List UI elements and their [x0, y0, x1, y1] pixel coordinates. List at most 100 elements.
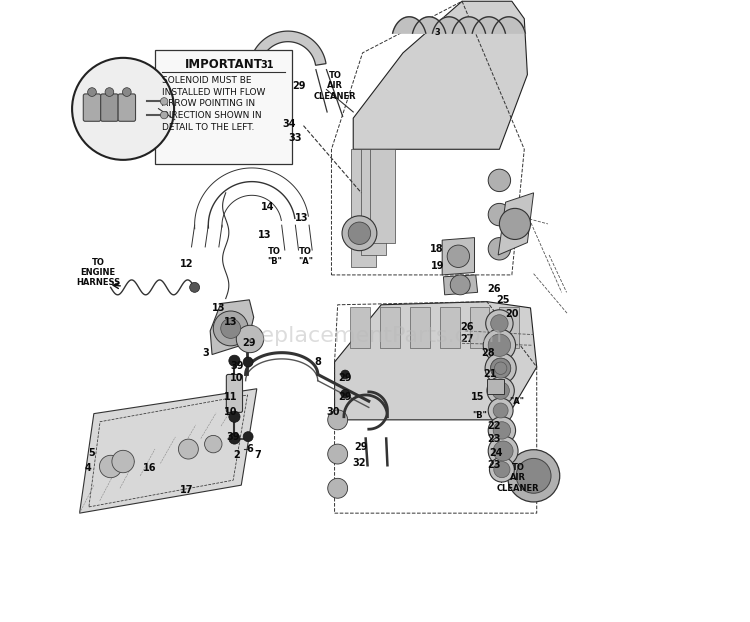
Polygon shape	[210, 300, 254, 355]
Text: 29: 29	[338, 392, 352, 402]
Text: 32: 32	[352, 458, 366, 468]
Text: 22: 22	[488, 421, 501, 431]
Circle shape	[494, 462, 510, 478]
Text: "A": "A"	[509, 397, 524, 406]
Circle shape	[494, 362, 507, 374]
Polygon shape	[410, 307, 430, 348]
Text: "B": "B"	[472, 411, 487, 420]
Text: TO
AIR
CLEANER: TO AIR CLEANER	[314, 71, 356, 101]
Text: 20: 20	[505, 309, 518, 319]
Text: 16: 16	[143, 463, 157, 473]
Polygon shape	[249, 31, 326, 76]
Circle shape	[100, 455, 122, 478]
Polygon shape	[353, 1, 527, 149]
Text: 7: 7	[255, 450, 262, 460]
Text: 23: 23	[488, 460, 501, 470]
Circle shape	[492, 382, 509, 399]
Circle shape	[328, 410, 348, 430]
Text: 17: 17	[181, 485, 194, 495]
Polygon shape	[443, 275, 478, 295]
FancyBboxPatch shape	[100, 94, 118, 121]
Text: 29: 29	[242, 338, 256, 348]
Text: 11: 11	[224, 392, 238, 402]
Circle shape	[220, 318, 241, 338]
Text: 31: 31	[261, 60, 274, 70]
FancyBboxPatch shape	[83, 94, 100, 121]
Circle shape	[488, 436, 518, 466]
Circle shape	[328, 444, 348, 464]
Text: 29: 29	[338, 373, 352, 383]
Text: 26: 26	[488, 284, 501, 294]
Text: 34: 34	[283, 119, 296, 129]
Text: 13: 13	[295, 213, 308, 223]
Polygon shape	[433, 17, 466, 33]
Circle shape	[447, 245, 470, 267]
Circle shape	[160, 98, 168, 105]
Polygon shape	[413, 17, 446, 33]
Polygon shape	[380, 307, 400, 348]
FancyBboxPatch shape	[118, 94, 136, 121]
Circle shape	[342, 216, 376, 251]
Circle shape	[229, 433, 240, 444]
Circle shape	[122, 88, 131, 96]
Text: 39: 39	[230, 361, 244, 371]
Polygon shape	[350, 307, 370, 348]
Circle shape	[488, 398, 513, 423]
Text: 4: 4	[84, 463, 91, 473]
Text: SOLENOID MUST BE
INSTALLED WITH FLOW
ARROW POINTING IN
DIRECTION SHOWN IN
DETAIL: SOLENOID MUST BE INSTALLED WITH FLOW ARR…	[162, 76, 266, 132]
Text: 28: 28	[482, 348, 495, 358]
Text: TO
AIR
CLEANER: TO AIR CLEANER	[496, 463, 539, 493]
Circle shape	[516, 458, 551, 493]
Circle shape	[243, 432, 253, 442]
Polygon shape	[440, 307, 460, 348]
Circle shape	[205, 435, 222, 453]
Text: 33: 33	[289, 133, 302, 143]
Text: 8: 8	[314, 357, 321, 367]
Circle shape	[486, 310, 513, 337]
Circle shape	[450, 275, 470, 295]
Text: 2: 2	[233, 450, 240, 460]
Text: 14: 14	[261, 202, 274, 211]
Text: 18: 18	[430, 244, 444, 254]
Text: 29: 29	[292, 81, 306, 91]
Circle shape	[229, 355, 240, 366]
FancyBboxPatch shape	[154, 50, 292, 164]
Polygon shape	[452, 17, 485, 33]
Text: 27: 27	[460, 334, 474, 344]
Circle shape	[340, 370, 350, 379]
FancyBboxPatch shape	[487, 379, 505, 394]
Polygon shape	[80, 389, 256, 513]
Text: 19: 19	[430, 261, 444, 271]
Text: TO
"A": TO "A"	[298, 246, 313, 266]
Text: TO
ENGINE
HARNESS: TO ENGINE HARNESS	[76, 258, 120, 287]
Polygon shape	[472, 17, 506, 33]
Circle shape	[348, 222, 370, 244]
Text: TO
"B": TO "B"	[267, 246, 282, 266]
Polygon shape	[351, 149, 376, 267]
Text: 25: 25	[496, 295, 509, 305]
Circle shape	[213, 311, 248, 346]
Text: 13: 13	[211, 303, 225, 313]
Text: 6: 6	[246, 444, 253, 454]
Circle shape	[494, 422, 511, 439]
Polygon shape	[500, 307, 519, 348]
Circle shape	[483, 329, 515, 361]
Circle shape	[328, 478, 348, 498]
Circle shape	[485, 353, 516, 384]
Circle shape	[243, 357, 253, 367]
Text: 10: 10	[230, 373, 244, 383]
Circle shape	[494, 441, 513, 461]
Text: 3: 3	[434, 28, 440, 37]
Text: 12: 12	[181, 259, 194, 269]
Circle shape	[105, 88, 114, 96]
Polygon shape	[370, 149, 395, 243]
Circle shape	[88, 88, 96, 96]
Circle shape	[500, 208, 530, 239]
Text: 26: 26	[460, 322, 474, 332]
Polygon shape	[361, 149, 386, 255]
Text: 39: 39	[226, 432, 240, 442]
Polygon shape	[470, 307, 490, 348]
Circle shape	[488, 417, 515, 444]
Text: 29: 29	[355, 442, 368, 452]
Text: 13: 13	[224, 317, 238, 327]
